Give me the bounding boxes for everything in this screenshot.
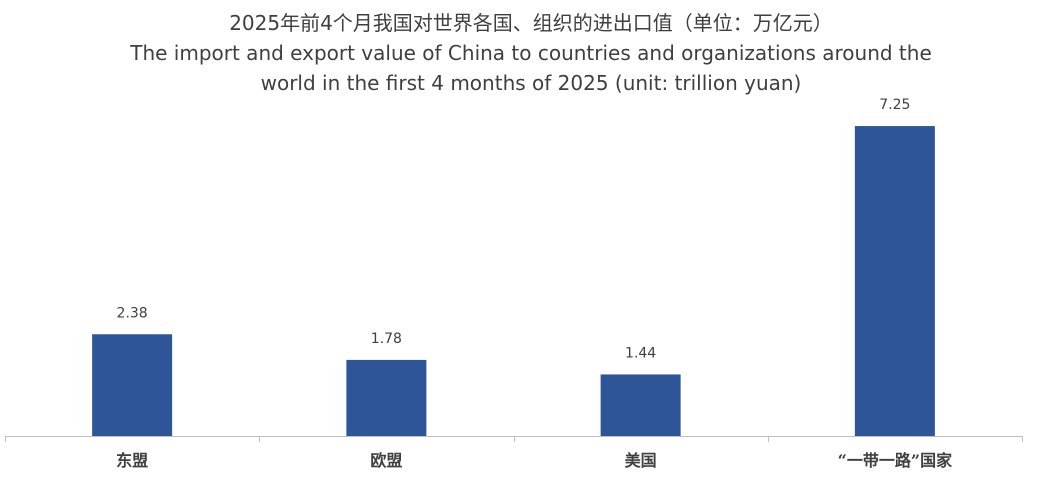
x-axis-ticks <box>5 436 1023 442</box>
bars-group <box>92 126 935 436</box>
value-labels-group: 2.38 1.78 1.44 7.25 <box>117 97 911 361</box>
value-label: 2.38 <box>117 305 148 321</box>
category-label: 美国 <box>625 451 657 470</box>
value-label: 1.44 <box>625 345 656 361</box>
category-label: 东盟 <box>116 451 148 470</box>
chart-title-en-line1: The import and export value of China to … <box>130 41 932 65</box>
value-label: 7.25 <box>879 97 910 113</box>
value-label: 1.78 <box>371 331 402 347</box>
bar <box>854 126 935 436</box>
chart-title-zh: 2025年前4个月我国对世界各国、组织的进出口值（单位：万亿元） <box>229 11 833 35</box>
chart-title: 2025年前4个月我国对世界各国、组织的进出口值（单位：万亿元） The imp… <box>0 8 1062 98</box>
chart-title-en-line2: world in the first 4 months of 2025 (uni… <box>260 71 802 95</box>
category-label: 欧盟 <box>370 451 402 470</box>
bar <box>92 334 173 436</box>
category-label: “一带一路”国家 <box>838 451 953 470</box>
category-labels-group: 东盟 欧盟 美国 “一带一路”国家 <box>116 451 953 470</box>
bar <box>600 374 681 436</box>
bar <box>346 359 427 436</box>
